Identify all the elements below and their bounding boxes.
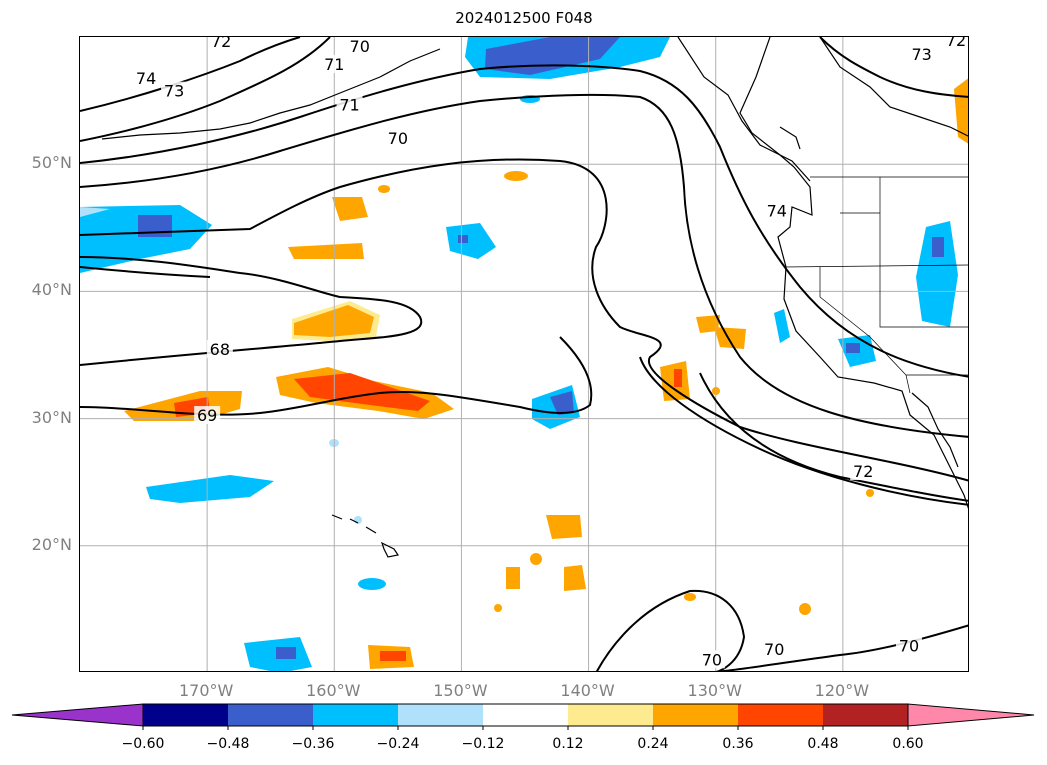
contour-label: 70 [388,129,408,148]
colorbar-tick-label: −0.24 [376,736,420,752]
colorbar-segment [398,704,483,726]
contour-label-bg [908,44,935,63]
longitude-label: 170°W [178,681,234,700]
contour-label: 73 [164,82,184,101]
longitude-label: 150°W [433,681,488,700]
contour-label-bg [194,406,221,425]
contour-label-bg [943,37,968,49]
state-borders [783,176,968,394]
contour-label: 71 [324,55,344,74]
contour-label: 72 [946,37,966,50]
contour-label: 68 [210,340,230,359]
colorbar-segment [143,704,228,726]
contour-label-bg [133,68,160,87]
colorbar-segment [823,704,908,726]
contour-label-bg [763,201,790,220]
longitude-label: 160°W [306,681,361,700]
contour-label: 70 [702,650,722,669]
latitude-label: 50°N [31,153,72,173]
colorbar-tick-label: −0.48 [206,736,250,752]
anomaly-shading [80,37,968,671]
contour-label: 72 [853,462,873,481]
contour-label-bg [206,339,233,358]
contour-label-bg [384,128,411,147]
contour-label-bg [850,462,877,481]
colorbar [11,703,1035,730]
latitude-label: 40°N [31,280,72,300]
colorbar-segment [738,704,823,726]
contour-label: 70 [350,37,370,56]
colorbar-tick-label: 0.36 [722,736,754,752]
colorbar-segment [313,704,398,726]
map-canvas: 72 70 71 74 73 71 70 68 69 73 72 74 72 70 70 70 [80,37,968,671]
colorbar-tick-label: −0.12 [461,736,505,752]
contour-label-bg [761,640,788,659]
colorbar-tick-label: 0.12 [552,736,584,752]
page-title: 2024012500 F048 [455,9,593,27]
contour-label: 72 [211,37,231,51]
contour-label: 70 [764,640,784,659]
longitude-label: 120°W [814,681,870,700]
contour-label-bg [336,95,363,114]
height-contours [80,37,968,671]
colorbar-segment [653,704,738,726]
contour-label-bg [161,81,188,100]
contour-labels: 72 70 71 74 73 71 70 68 69 73 72 74 72 70 70 70 [133,37,968,669]
map-plot-area[interactable]: 72 70 71 74 73 71 70 68 69 73 72 74 72 70 70 70 [79,36,969,672]
colorbar-border [142,703,909,727]
contour-label-bg [321,54,348,73]
longitude-label: 140°W [560,681,615,700]
colorbar-extend-high [907,703,1035,727]
colorbar-tick-label: 0.48 [807,736,839,752]
contour-label-bg [208,37,235,51]
colorbar-segment [483,704,568,726]
contour-label: 74 [767,201,787,220]
colorbar-tick-label: −0.36 [291,736,335,752]
colorbar-segment [568,704,653,726]
contour-label-bg [346,37,373,56]
contour-label: 70 [899,636,919,655]
contour-label: 73 [912,45,932,64]
positive-anomaly-regions [124,78,968,669]
contour-label-bg [895,636,922,655]
contour-label: 74 [136,69,156,88]
latitude-label: 20°N [31,534,72,554]
negative-anomaly-small [146,221,958,671]
colorbar-tick-label: 0.24 [637,736,669,752]
longitude-label: 130°W [687,681,742,700]
negative-anomaly-region-west [80,205,212,273]
colorbar-segment [228,704,313,726]
latitude-label: 30°N [31,407,72,427]
contour-label: 71 [339,96,359,115]
colorbar-tick-label: −0.60 [121,736,165,752]
contour-label: 69 [197,406,217,425]
contour-label-bg [698,650,725,669]
colorbar-extend-low [11,703,144,727]
colorbar-tick-label: 0.60 [892,736,924,752]
